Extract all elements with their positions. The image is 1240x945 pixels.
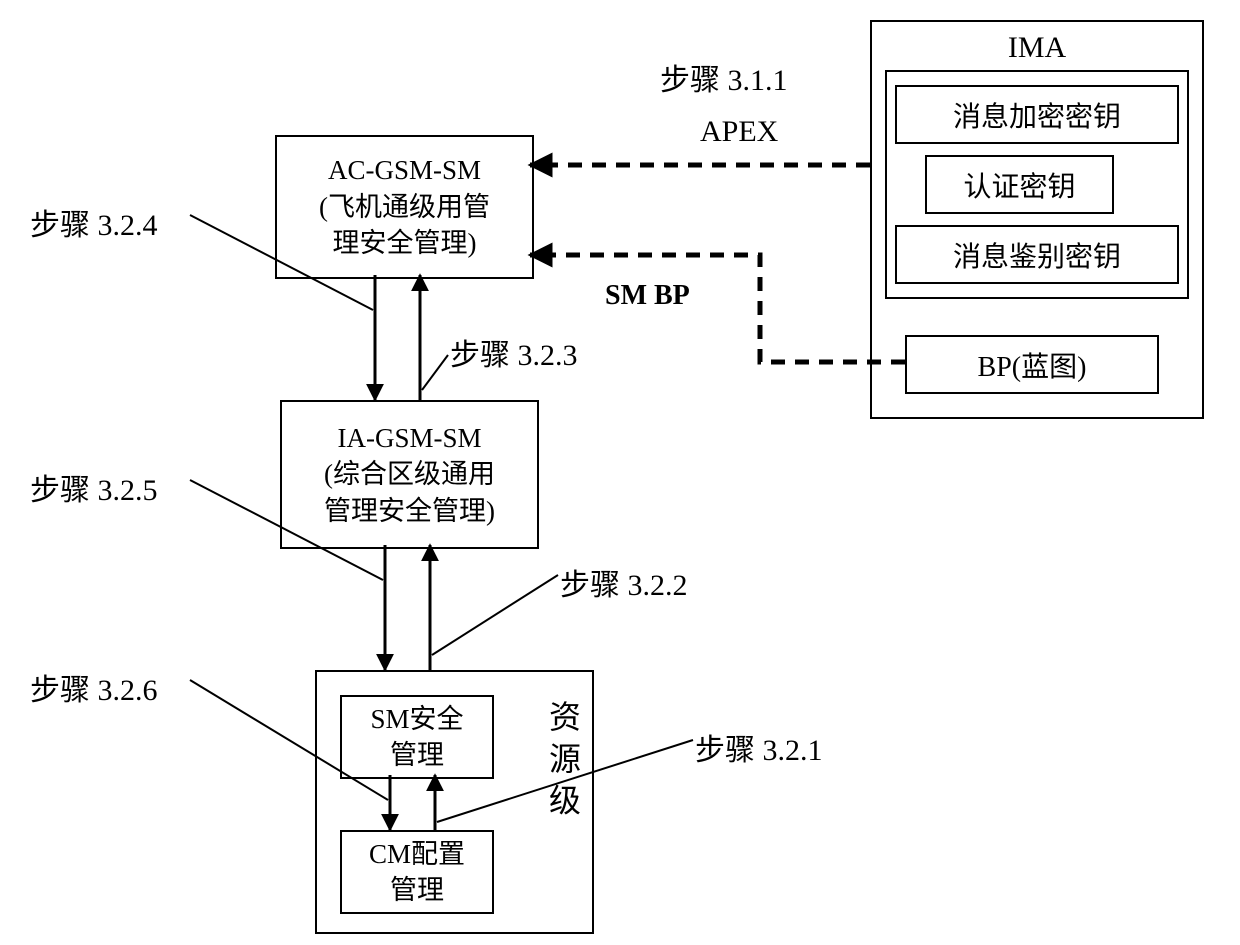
sm-line1: SM安全 [370, 701, 463, 737]
leader-323 [422, 355, 448, 390]
cm-box: CM配置 管理 [340, 830, 494, 914]
label-step321: 步骤 3.2.1 [695, 725, 823, 769]
key3-text: 消息鉴别密钥 [953, 235, 1121, 275]
leader-322 [432, 575, 558, 655]
sm-line2: 管理 [390, 737, 444, 773]
cm-line1: CM配置 [369, 836, 465, 872]
ac-box: AC-GSM-SM (飞机通级用管 理安全管理) [275, 135, 534, 279]
label-step322: 步骤 3.2.2 [560, 560, 688, 604]
key1-box: 消息加密密钥 [895, 85, 1179, 144]
ac-line2: (飞机通级用管 [319, 189, 490, 225]
dashed-smbp-arrow [530, 255, 905, 362]
label-step326: 步骤 3.2.6 [30, 665, 158, 709]
label-step311: 步骤 3.1.1 [660, 55, 788, 99]
label-step324: 步骤 3.2.4 [30, 200, 158, 244]
bp-box: BP(蓝图) [905, 335, 1159, 394]
diagram-canvas: IMA 消息加密密钥 认证密钥 消息鉴别密钥 BP(蓝图) AC-GSM-SM … [0, 0, 1240, 945]
ia-line2: (综合区级通用 [324, 456, 495, 492]
ac-line3: 理安全管理) [333, 225, 477, 261]
ima-title: IMA [1008, 28, 1066, 69]
resource-vertical-label: 资源级 [540, 700, 586, 825]
ia-line3: 管理安全管理) [324, 493, 495, 529]
key3-box: 消息鉴别密钥 [895, 225, 1179, 284]
label-step323: 步骤 3.2.3 [450, 330, 578, 374]
ia-box: IA-GSM-SM (综合区级通用 管理安全管理) [280, 400, 539, 549]
label-smbp: SM BP [605, 280, 690, 312]
key2-text: 认证密钥 [963, 165, 1075, 205]
cm-line2: 管理 [390, 872, 444, 908]
label-apex: APEX [700, 115, 778, 149]
sm-box: SM安全 管理 [340, 695, 494, 779]
ia-line1: IA-GSM-SM [337, 420, 481, 456]
key2-box: 认证密钥 [925, 155, 1114, 214]
label-step325: 步骤 3.2.5 [30, 465, 158, 509]
bp-text: BP(蓝图) [978, 345, 1087, 385]
ac-line1: AC-GSM-SM [328, 152, 481, 188]
key1-text: 消息加密密钥 [953, 95, 1121, 135]
